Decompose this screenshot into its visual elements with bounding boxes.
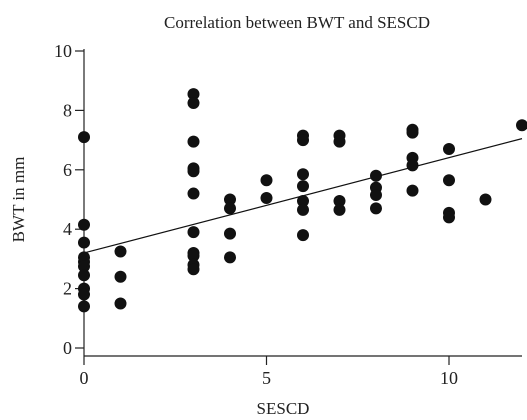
x-axis-label: SESCD <box>257 399 310 418</box>
data-point <box>443 143 455 156</box>
y-tick-label: 4 <box>63 219 72 239</box>
data-point <box>114 297 127 310</box>
data-point <box>297 168 309 181</box>
data-point <box>297 229 309 242</box>
data-point <box>78 300 90 313</box>
data-point <box>78 218 90 231</box>
data-point <box>297 194 309 207</box>
data-point <box>479 193 492 206</box>
data-point <box>516 119 527 132</box>
data-point <box>333 194 346 207</box>
data-point <box>297 203 309 216</box>
data-point <box>224 202 236 215</box>
data-point <box>297 134 309 147</box>
data-point <box>406 159 419 172</box>
data-point <box>333 203 346 216</box>
x-tick-label: 10 <box>440 368 458 388</box>
data-point <box>78 131 90 144</box>
data-point <box>297 180 309 193</box>
y-tick-label: 0 <box>63 338 72 358</box>
chart-title: Correlation between BWT and SESCD <box>164 13 430 32</box>
data-point <box>187 226 200 239</box>
data-point <box>443 211 455 224</box>
data-point <box>78 260 90 273</box>
data-point <box>224 227 236 240</box>
data-point <box>406 184 419 197</box>
data-point <box>370 202 382 215</box>
y-tick-label: 6 <box>63 160 72 180</box>
y-tick-label: 8 <box>63 100 72 120</box>
data-point <box>114 270 127 283</box>
x-tick-label: 5 <box>262 368 271 388</box>
data-point <box>187 88 200 101</box>
data-point <box>187 187 200 200</box>
data-point <box>78 288 90 301</box>
data-point <box>224 251 236 264</box>
x-axis-ticks: 0 5 10 <box>80 356 458 388</box>
data-point <box>187 135 200 148</box>
x-tick-label: 0 <box>80 368 89 388</box>
data-point <box>187 263 200 276</box>
data-point <box>370 189 382 202</box>
data-point <box>78 236 90 249</box>
data-point <box>114 245 127 258</box>
y-tick-label: 2 <box>63 279 72 299</box>
data-point <box>260 192 273 205</box>
y-tick-label: 10 <box>54 41 72 61</box>
data-point <box>78 269 90 282</box>
data-point <box>443 174 455 187</box>
data-point <box>370 169 382 182</box>
y-axis-ticks: 0 2 4 6 8 10 <box>54 41 84 358</box>
data-point <box>406 126 419 139</box>
data-point <box>260 174 273 187</box>
data-point <box>333 135 346 148</box>
data-point <box>187 249 200 262</box>
y-axis-label: BWT in mm <box>9 157 28 243</box>
data-points <box>78 88 527 313</box>
data-point <box>187 96 200 109</box>
data-point <box>224 193 236 206</box>
data-point <box>187 165 200 178</box>
